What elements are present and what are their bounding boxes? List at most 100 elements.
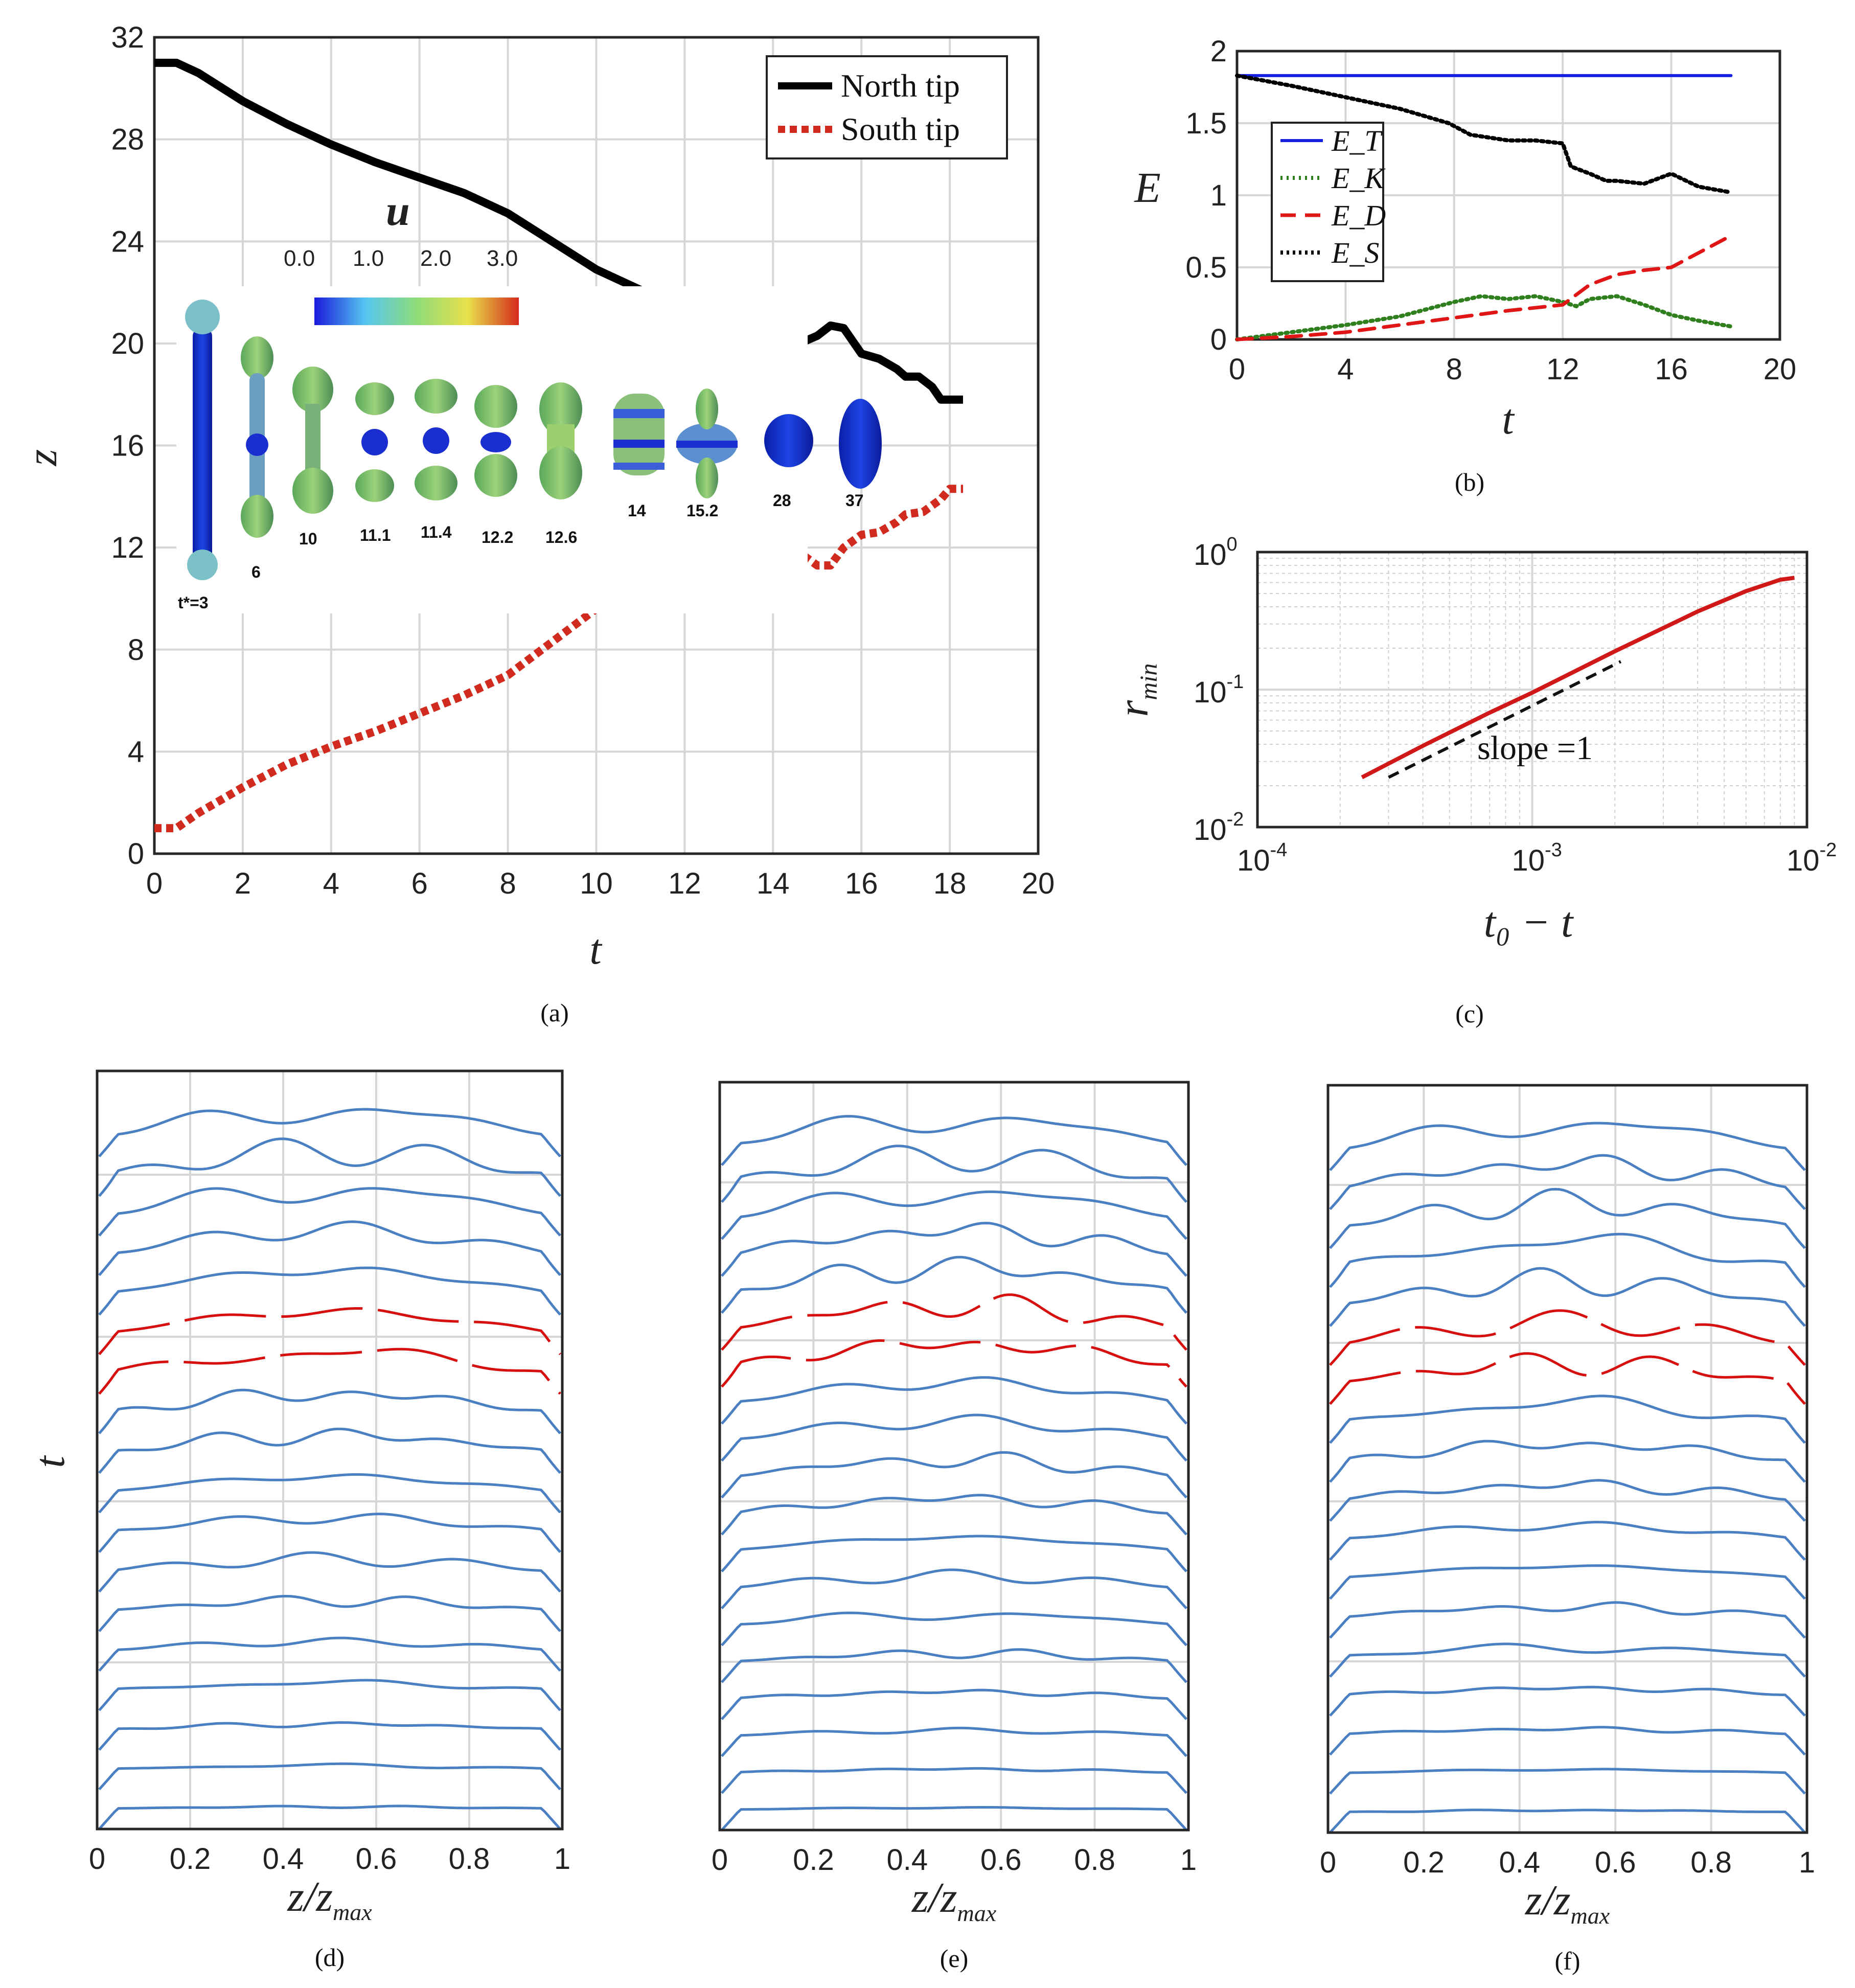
panel-f: 0 0.2 0.4 0.6 0.8 1 z/zmax (f) [1320,1084,1815,1975]
x-tick-label: 0 [89,1842,105,1876]
pinch-off-profile [721,1339,1187,1388]
profile-curve [98,1636,561,1672]
y-tick-label: 24 [111,225,144,258]
colorbar-tick: 3.0 [487,246,518,271]
snapshot-label: 6 [251,563,261,581]
snapshot-label: 14 [628,501,646,520]
x-tick-label: 0 [1229,353,1245,386]
profile-curve [98,1388,561,1434]
snapshot-6 [241,336,273,538]
axes-frame [1235,50,1781,341]
snapshot-label: 12.6 [545,528,577,546]
profile-curve [98,1762,561,1791]
panel-d: 0 0.2 0.4 0.6 0.8 1 z/zmax (d) t [26,1069,570,1972]
profile-curve [1329,1439,1806,1483]
profile-curve [98,1473,561,1514]
profile-curve [721,1806,1187,1831]
energy-line-e_d [1235,234,1733,341]
legend-label: E_S [1331,236,1379,269]
profile-curve [721,1413,1187,1462]
panel-caption: (b) [1455,468,1484,496]
x-tick-label: 0.2 [170,1842,211,1876]
y-tick-label: 0 [1210,323,1227,356]
snapshot-label: 11.4 [421,523,452,541]
profile-curve [98,1108,561,1158]
y-tick-label: 1.5 [1185,107,1227,140]
panel-caption: (e) [940,1944,969,1973]
profile-curve [721,1115,1187,1166]
x-axis-label: t₀ − t [1484,899,1574,946]
plot-area [720,1082,1188,1830]
x-tick-label: 1 [1180,1843,1197,1877]
panel-caption: (f) [1555,1947,1581,1975]
y-tick-label: 28 [111,123,144,156]
x-tick-label: 0.4 [263,1842,304,1876]
pinch-off-profile [98,1347,561,1395]
profile-curve [98,1551,561,1593]
x-tick-label: 0.4 [1499,1846,1540,1879]
slope-reference-line [1388,660,1622,779]
y-tick-label: 20 [111,327,144,360]
profile-curve [721,1451,1187,1499]
energy-line-e_s [1235,73,1733,195]
profile-curve [721,1611,1187,1647]
profile-curve [1329,1768,1806,1795]
legend: North tip South tip [766,55,1008,159]
panel-caption: (d) [315,1943,345,1972]
profile-curve [1329,1395,1806,1444]
profile-curve [98,1137,561,1197]
y-tick-label: 1 [1210,179,1227,212]
profile-curve [98,1187,561,1237]
y-axis-label: z [18,449,66,467]
slope-annotation: slope =1 [1477,729,1593,767]
x-tick-label: 10-3 [1512,839,1562,877]
y-tick-label: 0.5 [1185,251,1227,284]
profile-curve [98,1679,561,1711]
pinch-off-profile [721,1293,1187,1351]
axes-frame [1326,1084,1808,1834]
profile-curve [1329,1154,1806,1210]
snapshot-label: 28 [773,491,791,510]
profile-curve [98,1804,561,1830]
snapshot-11.1 [355,382,394,502]
legend-label: E_D [1331,199,1386,232]
energy-line-e_k [1235,294,1733,341]
x-tick-label: 4 [323,867,339,900]
colorbar-tick: 0.0 [284,246,315,271]
snapshot-12.6 [539,382,582,499]
profile-curve [1329,1267,1806,1327]
y-tick-label: 10-2 [1194,809,1244,847]
profile-curve [1329,1232,1806,1288]
profile-curve [1329,1726,1806,1756]
profile-curve [721,1376,1187,1425]
snapshot-37 [839,399,882,489]
profile-curve [1329,1601,1806,1639]
x-tick-label: 0.8 [1690,1846,1732,1879]
profile-curve [721,1222,1187,1277]
y-tick-label: 16 [111,429,144,463]
profile-curve [1329,1187,1806,1249]
x-tick-label: 14 [757,867,790,900]
x-tick-label: 10-4 [1237,839,1287,877]
snapshot-label: 10 [299,530,317,548]
x-tick-label: 0 [1320,1846,1336,1879]
x-tick-label: 20 [1764,353,1797,386]
profile-curve [721,1494,1187,1536]
snapshot-t3 [185,300,220,580]
profile-curve [721,1767,1187,1794]
rmin-line [1361,576,1795,780]
x-tick-label: 0.2 [1403,1846,1445,1879]
profile-curve [721,1535,1187,1572]
snapshot-label: 15.2 [686,501,718,520]
plot-area [97,1071,562,1829]
x-tick-label: 16 [1655,353,1688,386]
snapshot-11.4 [415,379,457,500]
x-tick-label: 18 [933,867,967,900]
legend: E_T E_K E_D E_S [1271,122,1386,282]
x-axis-label: z/zmax [911,1874,997,1926]
axes-frame [153,36,1040,855]
snapshot-14 [613,394,665,475]
x-tick-label: 10-2 [1787,839,1837,877]
x-axis-label: z/zmax [1525,1877,1610,1929]
